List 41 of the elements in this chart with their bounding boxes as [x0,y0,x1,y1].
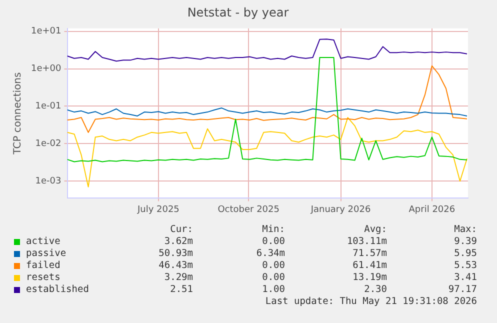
text: 1.00 [262,284,285,295]
text: 0.00 [262,260,285,271]
text: 0.00 [262,236,285,247]
text: 50.93m [158,248,193,259]
text: 9.39 [454,236,477,247]
legend-label: passive [26,248,66,259]
text: Max: [454,224,477,235]
text: 61.41m [352,260,387,271]
legend-label: failed [26,260,60,271]
text: 5.95 [454,248,477,259]
y-tick-label: 1e-02 [35,139,62,150]
text: 3.41 [454,272,477,283]
text: Last update: Thu May 21 19:31:08 2026 [265,296,477,307]
x-tick-label: July 2025 [136,204,180,215]
y-tick-label: 1e-01 [35,102,62,112]
text: Min: [262,224,285,235]
x-tick-label: January 2026 [310,204,371,215]
chart-title: Netstat - by year [187,5,289,20]
legend-label: established [26,284,89,295]
legend-label: resets [26,272,60,283]
text: 103.11m [346,236,387,247]
text: 0.00 [262,272,285,283]
text: 2.30 [364,284,387,295]
text: Avg: [364,224,387,235]
text: 5.53 [454,260,477,271]
text: 13.19m [352,272,387,283]
text: 3.62m [164,236,193,247]
x-tick-label: April 2026 [408,204,456,215]
text: 3.29m [164,272,193,283]
y-tick-label: 1e-03 [35,176,62,186]
y-tick-label: 1e+00 [30,64,62,74]
y-axis-title: TCP connections [12,72,24,156]
legend-label: active [26,236,60,247]
y-tick-label: 1e+01 [30,26,62,37]
text: 46.43m [158,260,193,271]
text: 6.34m [256,248,285,259]
text: 97.17 [448,284,477,295]
text: 71.57m [352,248,387,259]
text: Cur: [170,224,193,235]
x-tick-label: October 2025 [218,204,280,215]
text: 2.51 [170,284,193,295]
